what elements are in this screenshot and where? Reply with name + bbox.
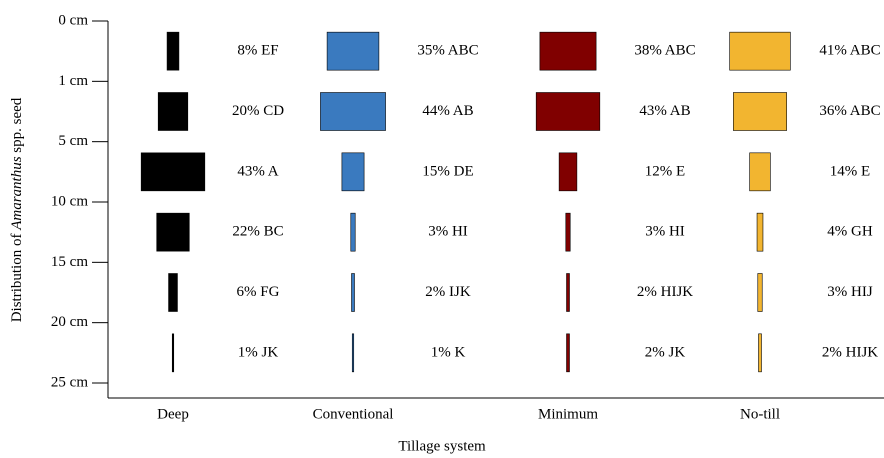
y-tick-label: 25 cm xyxy=(51,374,88,390)
value-label: 3% HIJ xyxy=(827,284,873,300)
bar xyxy=(166,31,180,71)
bar xyxy=(758,333,762,373)
y-label-part: Amaranthus xyxy=(9,156,25,231)
value-label: 2% HIJK xyxy=(637,284,693,300)
bar xyxy=(140,152,206,192)
bar xyxy=(326,31,380,71)
value-label: 2% HIJK xyxy=(822,344,878,360)
bar xyxy=(558,152,578,192)
y-tick-label: 1 cm xyxy=(58,73,88,89)
value-label: 3% HI xyxy=(428,224,468,240)
value-label: 44% AB xyxy=(422,103,473,119)
x-axis-label: Tillage system xyxy=(398,438,486,454)
value-label: 38% ABC xyxy=(634,43,695,59)
y-label-part: Distribution of xyxy=(9,230,25,323)
value-label: 43% AB xyxy=(639,103,690,119)
bar xyxy=(168,273,178,312)
bar xyxy=(157,92,189,131)
bar xyxy=(351,273,355,312)
value-label: 35% ABC xyxy=(417,43,478,59)
y-tick-label: 5 cm xyxy=(58,133,88,149)
x-tick-label: Deep xyxy=(157,406,189,422)
value-label: 15% DE xyxy=(422,163,473,179)
y-tick-label: 0 cm xyxy=(58,12,88,28)
y-tick-label: 15 cm xyxy=(51,254,88,270)
value-label: 41% ABC xyxy=(819,43,880,59)
bar xyxy=(350,212,356,252)
value-label: 43% A xyxy=(237,163,278,179)
y-tick-label: 20 cm xyxy=(51,314,88,330)
x-tick-label: No-till xyxy=(740,406,780,422)
bar xyxy=(566,333,570,373)
bar xyxy=(539,31,597,71)
y-tick-label: 10 cm xyxy=(51,193,88,209)
value-label: 1% K xyxy=(431,344,466,360)
bar xyxy=(320,92,386,131)
y-label-part: spp. seed xyxy=(9,97,25,156)
value-label: 2% JK xyxy=(645,344,686,360)
bar xyxy=(757,273,763,312)
value-label: 8% EF xyxy=(237,43,278,59)
bar xyxy=(351,333,355,373)
value-label: 6% FG xyxy=(237,284,280,300)
bar xyxy=(535,92,601,131)
bar xyxy=(341,152,365,192)
bar xyxy=(171,333,175,373)
value-label: 4% GH xyxy=(827,224,873,240)
value-label: 22% BC xyxy=(232,224,283,240)
value-label: 1% JK xyxy=(238,344,279,360)
bar xyxy=(749,152,771,192)
value-label: 3% HI xyxy=(645,224,685,240)
value-label: 2% IJK xyxy=(425,284,471,300)
value-label: 36% ABC xyxy=(819,103,880,119)
bar xyxy=(156,212,190,252)
x-tick-label: Minimum xyxy=(538,406,598,422)
value-label: 14% E xyxy=(830,163,870,179)
value-label: 12% E xyxy=(645,163,685,179)
bar xyxy=(733,92,787,131)
bar xyxy=(565,212,571,252)
x-tick-label: Conventional xyxy=(313,406,394,422)
value-label: 20% CD xyxy=(232,103,284,119)
bar xyxy=(566,273,570,312)
y-axis-label: Distribution of Amaranthus spp. seed xyxy=(9,97,25,322)
bar xyxy=(729,31,791,71)
bar xyxy=(756,212,764,252)
